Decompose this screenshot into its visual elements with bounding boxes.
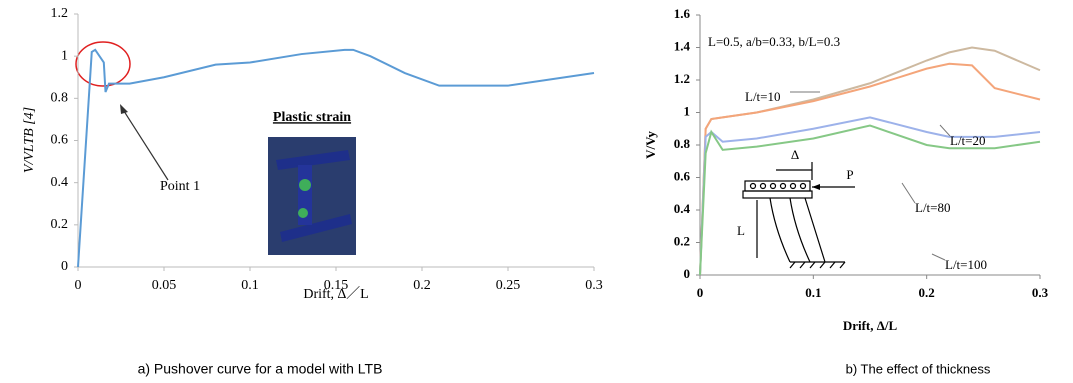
annotation: L [737, 223, 745, 238]
leader-line [902, 183, 915, 203]
y-tick-label: 0.8 [674, 136, 691, 151]
x-axis-label: Drift, ∆／L [303, 286, 368, 302]
x-tick-label: 0.1 [241, 278, 259, 293]
column-diagram [743, 162, 855, 268]
y-tick-label: 1 [684, 103, 691, 118]
y-tick-label: 0.6 [674, 168, 691, 183]
series-label: L/t=80 [915, 200, 951, 215]
y-tick-label: 1.2 [674, 71, 690, 86]
y-tick-label: 1 [61, 48, 68, 63]
annotation: Δ [791, 147, 799, 162]
y-tick-label: 0.4 [51, 175, 69, 190]
y-tick-label: 0.6 [51, 133, 69, 148]
annotation: L=0.5, a/b=0.33, b/L=0.3 [708, 34, 840, 49]
x-tick-label: 0.05 [152, 278, 177, 293]
annotation: Plastic strain [273, 110, 351, 125]
y-tick-label: 0 [684, 266, 691, 281]
chart-b: 0 0.2 0.4 0.6 0.8 1 1.2 1.4 1.6 0 0.1 0.2 0.3 Drift, … [643, 6, 1049, 376]
arrow-head [120, 104, 128, 114]
caption: a) Pushover curve for a model with LTB [138, 361, 383, 377]
caption: b) The effect of thickness [846, 361, 991, 376]
x-tick-label: 0.2 [413, 278, 431, 293]
annotation: Point 1 [160, 179, 200, 194]
x-tick-label: 0.3 [1032, 285, 1049, 300]
x-tick-label: 0.2 [919, 285, 935, 300]
y-tick-label: 0.2 [674, 233, 690, 248]
x-tick-label: 0.1 [805, 285, 821, 300]
line [700, 126, 1040, 276]
inset-strain [299, 179, 311, 191]
x-tick-label: 0.25 [496, 278, 521, 293]
arrow [122, 108, 168, 180]
figure: 00.20.40.60.811.200.050.10.150.20.250.3D… [0, 0, 1073, 383]
arrow-head [812, 184, 820, 190]
line [700, 117, 1040, 275]
x-tick-label: 0 [75, 278, 82, 293]
y-axis-label: V/Vy [643, 131, 658, 159]
series-label: L/t=100 [945, 257, 987, 272]
series-label: L/t=20 [950, 133, 986, 148]
x-tick-label: 0 [697, 285, 704, 300]
y-tick-label: 1.2 [51, 6, 69, 21]
y-axis-label: V/VLTB [4] [22, 107, 37, 173]
y-tick-label: 0 [61, 259, 68, 274]
inset-strain [298, 208, 308, 218]
y-tick-label: 1.6 [674, 6, 691, 21]
y-tick-label: 0.8 [51, 91, 69, 106]
annotation: P [846, 167, 853, 182]
y-tick-label: 0.4 [674, 201, 691, 216]
leader-line [932, 254, 945, 260]
x-axis-label: Drift, Δ/L [843, 318, 898, 333]
y-tick-label: 0.2 [51, 217, 69, 232]
y-tick-label: 1.4 [674, 38, 691, 53]
series-label: L/t=10 [745, 89, 781, 104]
x-tick-label: 0.3 [585, 278, 603, 293]
